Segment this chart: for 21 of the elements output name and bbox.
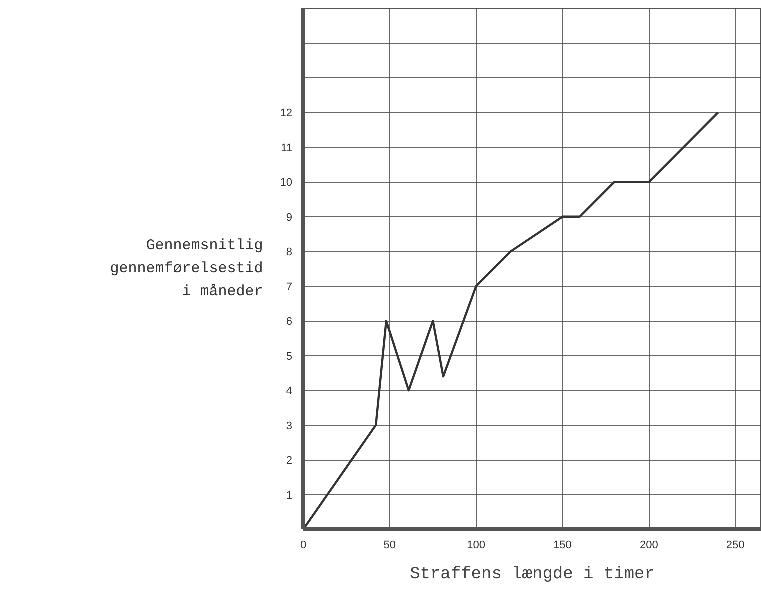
y-tick-label: 12 (280, 108, 293, 120)
x-tick-label: 100 (467, 540, 486, 552)
y-tick-label: 1 (286, 490, 293, 502)
x-tick-label: 250 (726, 540, 745, 552)
y-tick-label: 2 (286, 455, 293, 468)
y-tick-label: 7 (286, 281, 293, 294)
y-tick-label: 6 (286, 316, 293, 328)
x-tick-label: 0 (300, 540, 307, 552)
x-tick-label: 50 (384, 540, 396, 552)
y-tick-label: 9 (286, 212, 293, 224)
y-tick-label: 4 (286, 386, 293, 398)
y-tick-label: 8 (286, 246, 293, 259)
x-axis-title: Straffens længde i timer (410, 566, 655, 584)
line-series (304, 112, 720, 530)
x-tick-label: 150 (554, 540, 572, 552)
y-tick-label: 3 (286, 420, 293, 432)
x-tick-label: 200 (640, 540, 658, 552)
y-tick-label: 11 (281, 142, 293, 154)
y-tick-label: 5 (286, 350, 293, 363)
y-axis-title: Gennemsnitlig gennemførelsestid i måneder (110, 238, 264, 300)
y-tick-label: 10 (280, 177, 293, 190)
